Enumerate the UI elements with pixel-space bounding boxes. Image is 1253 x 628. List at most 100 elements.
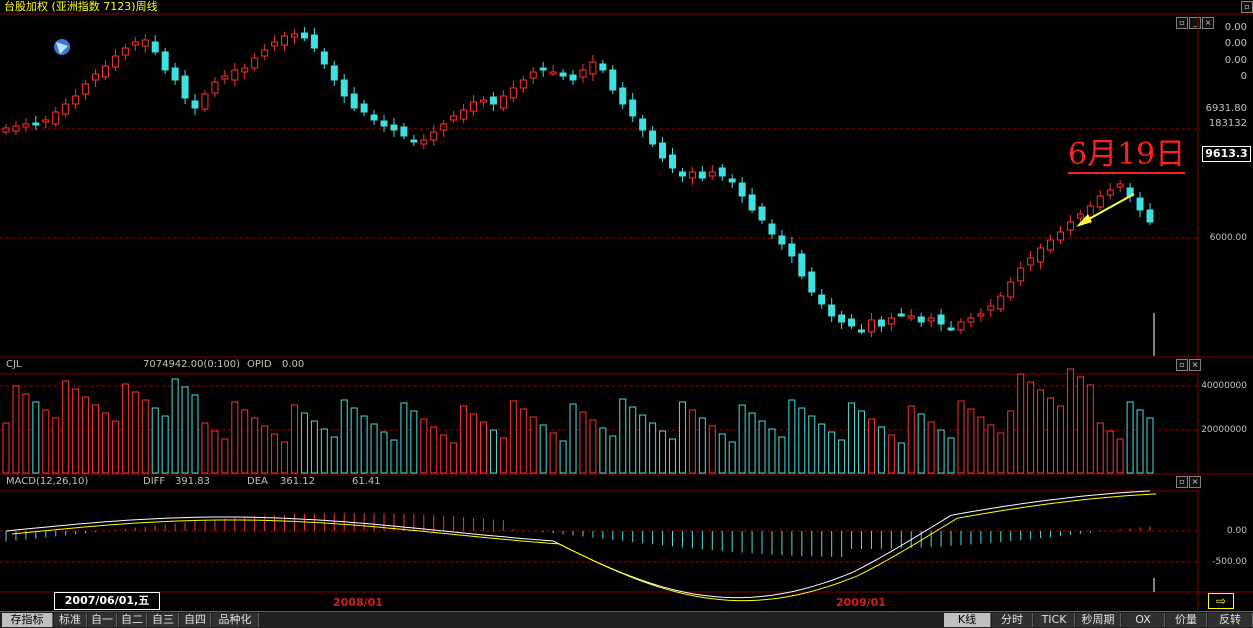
volume-value: 7074942.00(0:100) [143, 359, 241, 370]
candle-body [738, 182, 746, 197]
candle-body [171, 67, 179, 81]
volume-bar [619, 398, 627, 474]
date-annotation: 6月19日 [1068, 137, 1186, 174]
volume-bar [400, 402, 408, 474]
volume-bar [1066, 368, 1074, 474]
candle-body [818, 294, 826, 305]
candle-body [599, 63, 607, 71]
candle-body [867, 319, 875, 333]
tab-custom-3[interactable]: 自三 [148, 613, 179, 627]
volume-bar [350, 407, 358, 474]
volume-panel-minimize-icon[interactable]: ▫ [1176, 359, 1188, 371]
volume-bar [499, 437, 507, 474]
tab-custom-1[interactable]: 自一 [88, 613, 117, 627]
candle-body [589, 61, 597, 75]
candle-body [688, 171, 696, 179]
volume-bar [589, 419, 597, 474]
tab-custom-2[interactable]: 自二 [118, 613, 147, 627]
volume-bar [141, 399, 149, 474]
candle-body [22, 123, 30, 128]
candle-body [808, 271, 816, 293]
vol-axis-40m: 40000000 [1201, 381, 1247, 391]
candle-body [1096, 195, 1104, 208]
volume-bar [748, 412, 756, 474]
date-cursor-box: 2007/06/01,五 [54, 592, 160, 610]
tab-variety[interactable]: 品种化 [212, 613, 259, 627]
candle-body [848, 318, 856, 327]
macd-panel-close-icon[interactable]: × [1189, 476, 1201, 488]
volume-bar [1116, 438, 1124, 474]
restore-icon[interactable]: ▫ [1176, 17, 1188, 29]
volume-bar [320, 428, 328, 474]
tab-second-period[interactable]: 秒周期 [1076, 613, 1121, 627]
volume-bar [887, 434, 895, 474]
diff-value: 391.83 [175, 476, 210, 487]
volume-bar [92, 404, 100, 474]
volume-bar [300, 412, 308, 474]
close-icon[interactable]: × [1202, 17, 1214, 29]
candle-body [201, 93, 209, 110]
volume-bar [151, 407, 159, 474]
candle-body [629, 99, 637, 117]
volume-panel-close-icon[interactable]: × [1189, 359, 1201, 371]
candle-body [897, 313, 905, 317]
candle-body [1146, 209, 1154, 223]
candle-body [569, 74, 577, 81]
candle-body [539, 67, 547, 71]
candle-body [370, 114, 378, 121]
volume-bar [42, 409, 50, 474]
candle-body [1007, 281, 1015, 298]
volume-bar [897, 442, 905, 474]
macd-panel-minimize-icon[interactable]: ▫ [1176, 476, 1188, 488]
volume-bar [698, 417, 706, 474]
dea-label: DEA [247, 476, 268, 487]
volume-bar [450, 442, 458, 474]
volume-bar [271, 433, 279, 474]
candle-body [72, 95, 80, 105]
tab-save-indicator[interactable]: 存指标 [2, 613, 53, 627]
candle-body [380, 120, 388, 127]
candle-body [290, 33, 298, 38]
volume-bar [201, 422, 209, 474]
annotation-arrowhead [1076, 214, 1092, 227]
candle-body [390, 124, 398, 131]
volume-bar [380, 431, 388, 474]
tab-standard[interactable]: 标准 [54, 613, 87, 627]
opid-label: OPID [247, 359, 272, 370]
volume-bar [947, 437, 955, 474]
tab-reverse[interactable]: 反转 [1208, 613, 1253, 627]
volume-bar [390, 439, 398, 474]
volume-bar [22, 393, 30, 474]
tab-ox[interactable]: OX [1122, 613, 1165, 627]
current-price-box: 9613.3 [1202, 146, 1251, 162]
x-label-2009: 2009/01 [836, 596, 886, 609]
tab-custom-4[interactable]: 自四 [180, 613, 211, 627]
volume-bar [858, 410, 866, 474]
volume-bar [181, 386, 189, 474]
tab-tick[interactable]: TICK [1034, 613, 1075, 627]
volume-bar [957, 400, 965, 474]
volume-bar [599, 427, 607, 474]
volume-bar [2, 422, 10, 474]
vol-axis-20m: 20000000 [1201, 425, 1247, 435]
bottom-tab-bar: 存指标 标准 自一 自二 自三 自四 品种化 K线 分时 TICK 秒周期 OX… [0, 611, 1253, 628]
volume-bar [629, 406, 637, 474]
candle-body [609, 69, 617, 91]
volume-bar [907, 405, 915, 474]
volume-bar [778, 436, 786, 474]
candle-body [758, 206, 766, 221]
candle-body [360, 103, 368, 113]
scroll-right-arrow-icon[interactable]: ⇨ [1208, 593, 1234, 609]
volume-bar [867, 418, 875, 474]
tab-price-volume[interactable]: 价量 [1166, 613, 1207, 627]
volume-bar [659, 430, 667, 474]
candle-body [1047, 239, 1055, 251]
candle-body [1136, 197, 1144, 211]
candle-body [748, 194, 756, 211]
tab-kline[interactable]: K线 [944, 613, 991, 627]
tab-intraday[interactable]: 分时 [992, 613, 1033, 627]
candle-body [519, 79, 527, 89]
candle-body [261, 49, 269, 57]
candle-body [92, 73, 100, 81]
